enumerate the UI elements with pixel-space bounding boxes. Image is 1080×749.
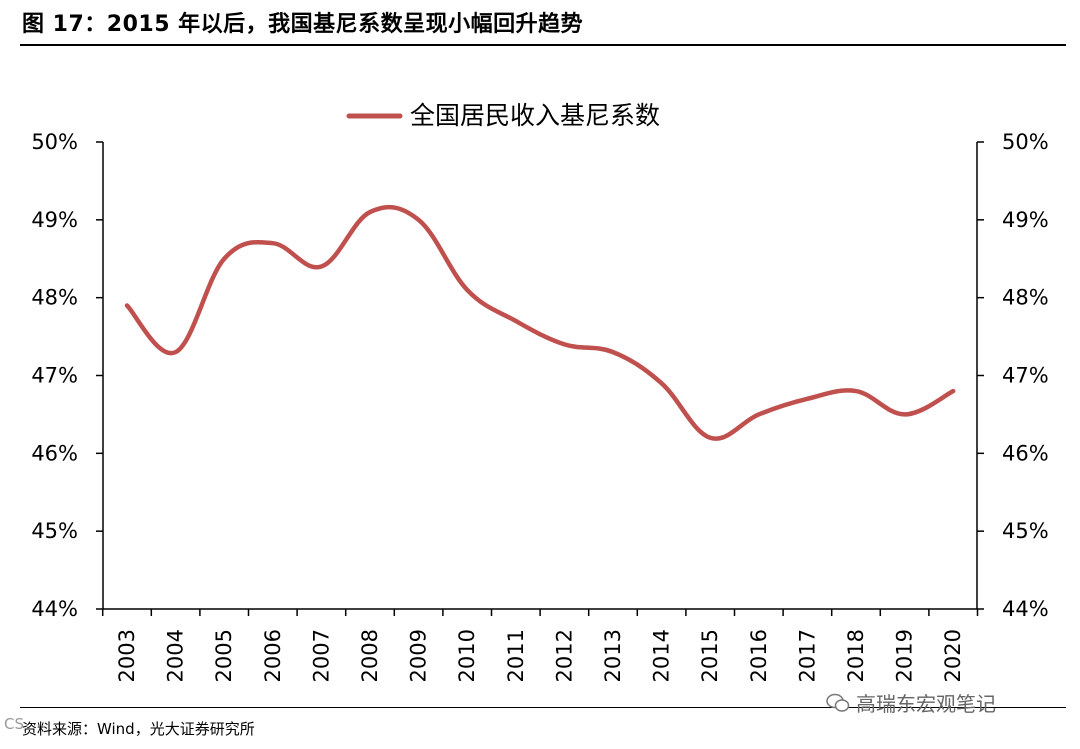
x-tick-label: 2013 [601,629,625,682]
corner-mark: CS [4,715,24,733]
x-tick-label: 2011 [504,629,528,682]
y-tick-label-left: 45% [31,519,78,543]
y-tick-label-left: 49% [31,208,78,232]
legend-label: 全国居民收入基尼系数 [410,101,660,130]
watermark: 高瑞东宏观笔记 [826,688,996,717]
x-tick-label: 2009 [407,629,431,682]
x-tick-label: 2010 [455,629,479,682]
y-tick-label-left: 50% [31,130,78,154]
y-tick-label-right: 44% [1002,597,1049,621]
x-tick-label: 2016 [747,629,771,682]
y-tick-label-left: 44% [31,597,78,621]
x-tick-label: 2017 [795,629,819,682]
y-tick-label-right: 47% [1002,364,1049,388]
x-tick-label: 2018 [844,629,868,682]
x-tick-label: 2008 [358,629,382,682]
chart: 44% 44% 45% 45% 46% 46% 47% 47% 48% 48% 49% 49% 50% 5… [31,101,1049,682]
x-tick-label: 2019 [893,629,917,682]
y-tick-label-left: 48% [31,286,78,310]
source-note: 资料来源：Wind，光大证券研究所 [22,720,255,738]
x-tick-label: 2012 [552,629,576,682]
y-tick-label-right: 45% [1002,519,1049,543]
source-rule [20,707,1066,708]
x-tick-label: 2007 [309,629,333,682]
y-tick-label-right: 50% [1002,130,1049,154]
x-tick-label: 2004 [164,629,188,682]
x-tick-label: 2020 [941,629,965,682]
x-tick-label: 2015 [698,629,722,682]
x-tick-label: 2005 [212,629,236,682]
x-tick-label: 2006 [261,629,285,682]
watermark-text: 高瑞东宏观笔记 [856,692,996,716]
x-tick-label: 2003 [115,629,139,682]
y-tick-label-right: 49% [1002,208,1049,232]
series-line [124,204,956,441]
figure-title: 图 17：2015 年以后，我国基尼系数呈现小幅回升趋势 [22,12,584,37]
y-tick-label-right: 46% [1002,441,1049,465]
y-tick-label-left: 46% [31,441,78,465]
y-tick-label-right: 48% [1002,286,1049,310]
wechat-icon [826,693,850,713]
title-rule [20,44,1066,46]
x-tick-label: 2014 [650,629,674,682]
y-tick-label-left: 47% [31,364,78,388]
